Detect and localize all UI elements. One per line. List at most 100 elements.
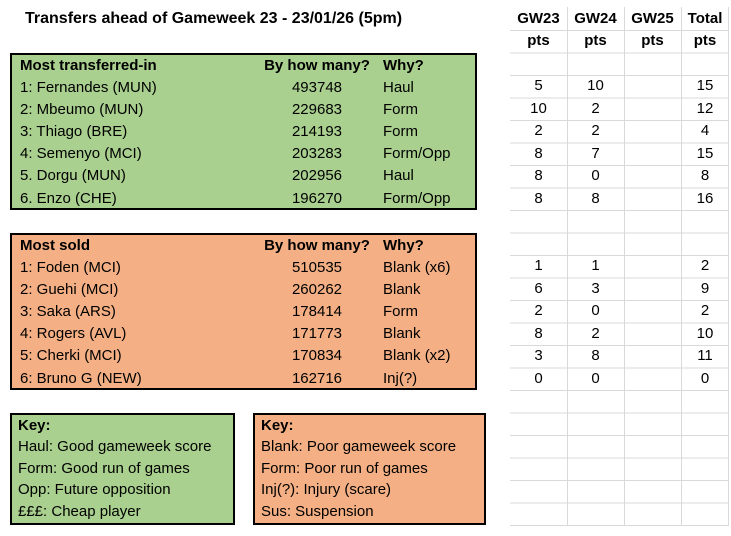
player-cell: 5. Dorgu (MUN): [20, 167, 126, 185]
key-box-most-sold: Key: Blank: Poor gameweek score Form: Po…: [253, 412, 486, 525]
key-line: Sus: Suspension: [261, 502, 374, 520]
gw23-pts-cell: 8: [534, 167, 543, 184]
why-cell: Blank: [383, 280, 421, 298]
count-cell: 170834: [291, 347, 343, 365]
gw23-pts-cell: 3: [534, 347, 543, 364]
player-cell: 1: Foden (MCI): [20, 258, 121, 276]
gw24-pts-cell: 0: [591, 167, 600, 184]
player-cell: 6: Bruno G (NEW): [20, 369, 142, 387]
gridline-vertical: [681, 7, 682, 526]
key-title: Key:: [261, 416, 294, 434]
gw25-pts-cell: [624, 300, 681, 323]
player-cell: 5: Cherki (MCI): [20, 347, 122, 365]
total-pts-cell: 10: [696, 324, 714, 342]
gw25-pts-cell: [624, 143, 681, 166]
gridline-vertical: [624, 7, 625, 526]
why-cell: Haul: [383, 78, 414, 96]
gw25-pts-cell: [624, 98, 681, 121]
table-header-row: Most transferred-in By how many? Why?: [12, 55, 475, 77]
total-pts-cell: 0: [700, 369, 710, 387]
count-cell: 196270: [291, 189, 343, 207]
why-cell: Blank (x2): [383, 347, 451, 365]
why-cell: Form/Opp: [383, 189, 451, 207]
gw25-pts-cell: [624, 323, 681, 346]
player-cell: 2: Mbeumo (MUN): [20, 100, 144, 118]
pts-row: 1 1 2: [510, 255, 729, 278]
why-cell: Haul: [383, 167, 414, 185]
key-line: Inj(?): Injury (scare): [261, 481, 392, 499]
page-title: Transfers ahead of Gameweek 23 - 23/01/2…: [25, 10, 403, 27]
table-row: 3: Thiago (BRE) 214193 Form: [12, 121, 475, 143]
key-title: Key:: [18, 416, 51, 434]
gw23-pts-cell: 5: [534, 77, 543, 94]
pts-row: 5 10 15: [510, 75, 729, 98]
table-row: 6: Bruno G (NEW) 162716 Inj(?): [12, 368, 475, 390]
why-cell: Blank (x6): [383, 258, 451, 276]
total-column-header: Total: [687, 9, 723, 27]
table-row: 4: Rogers (AVL) 171773 Blank: [12, 323, 475, 345]
most-sold-table: Most sold By how many? Why? 1: Foden (MC…: [10, 232, 477, 390]
gw24-pts-cell: 1: [591, 257, 600, 274]
gw25-column-header: GW25: [631, 9, 674, 27]
gw23-pts-cell: 10: [530, 99, 547, 117]
table-row: 2: Guehi (MCI) 260262 Blank: [12, 279, 475, 301]
gw25-pts-cell: [624, 345, 681, 368]
gw25-pts-label: pts: [641, 32, 664, 49]
gw23-pts-cell: 8: [534, 324, 543, 342]
gw25-pts-cell: [624, 75, 681, 98]
key-line: Form: Good run of games: [18, 459, 190, 477]
table-row: 1: Foden (MCI) 510535 Blank (x6): [12, 257, 475, 279]
pts-row: 6 3 9: [510, 278, 729, 301]
count-cell: 162716: [291, 369, 343, 387]
player-cell: 3: Thiago (BRE): [20, 123, 128, 141]
player-cell: 4: Semenyo (MCI): [20, 145, 142, 163]
table-row: 6. Enzo (CHE) 196270 Form/Opp: [12, 188, 475, 210]
count-cell: 260262: [291, 280, 343, 298]
count-cell: 214193: [291, 123, 343, 141]
why-column-header: Why?: [383, 236, 424, 254]
pts-row: 10 2 12: [510, 98, 729, 121]
gw24-pts-cell: 2: [591, 122, 600, 139]
gw24-pts-cell: 2: [591, 99, 600, 117]
key-line: Haul: Good gameweek score: [18, 438, 212, 456]
pts-row: 3 8 11: [510, 345, 729, 368]
gw25-pts-cell: [624, 188, 681, 211]
gw23-column-header: GW23: [517, 9, 560, 27]
total-pts-cell: 4: [700, 122, 710, 139]
player-cell: 2: Guehi (MCI): [20, 280, 119, 298]
why-cell: Form/Opp: [383, 145, 451, 163]
gw24-pts-cell: 2: [591, 324, 600, 342]
pts-column-header-row: GW23 GW24 GW25 Total: [510, 8, 729, 31]
player-cell: 6. Enzo (CHE): [20, 189, 117, 207]
pts-row: 8 7 15: [510, 143, 729, 166]
total-pts-cell: 2: [700, 257, 710, 274]
gw25-pts-cell: [624, 368, 681, 391]
table-row: 2: Mbeumo (MUN) 229683 Form: [12, 99, 475, 121]
gw23-pts-cell: 0: [534, 369, 543, 387]
total-pts-cell: 2: [700, 302, 710, 319]
why-cell: Blank: [383, 325, 421, 343]
gw23-pts-cell: 8: [534, 189, 543, 207]
gw24-pts-cell: 8: [591, 189, 600, 207]
key-line: £££: Cheap player: [18, 502, 141, 520]
key-line: Form: Poor run of games: [261, 459, 428, 477]
table-row: 5. Dorgu (MUN) 202956 Haul: [12, 165, 475, 187]
total-pts-cell: 15: [696, 144, 714, 162]
key-box-transfers-in: Key: Haul: Good gameweek score Form: Goo…: [10, 412, 235, 525]
gw24-pts-cell: 8: [591, 347, 600, 364]
most-transferred-in-table: Most transferred-in By how many? Why? 1:…: [10, 52, 477, 210]
why-cell: Form: [383, 303, 418, 321]
gw25-pts-cell: [624, 120, 681, 143]
player-cell: 3: Saka (ARS): [20, 303, 116, 321]
table-row: 1: Fernandes (MUN) 493748 Haul: [12, 77, 475, 99]
count-cell: 202956: [291, 167, 343, 185]
key-line: Opp: Future opposition: [18, 481, 171, 499]
pts-row: 8 8 16: [510, 188, 729, 211]
gw24-pts-cell: 3: [591, 279, 600, 297]
gw23-pts-cell: 6: [534, 279, 543, 297]
gridline-vertical: [567, 7, 568, 526]
count-column-header: By how many?: [264, 56, 370, 74]
total-pts-cell: 9: [700, 279, 710, 297]
total-pts-cell: 12: [696, 99, 714, 117]
gw24-pts-label: pts: [584, 32, 607, 49]
